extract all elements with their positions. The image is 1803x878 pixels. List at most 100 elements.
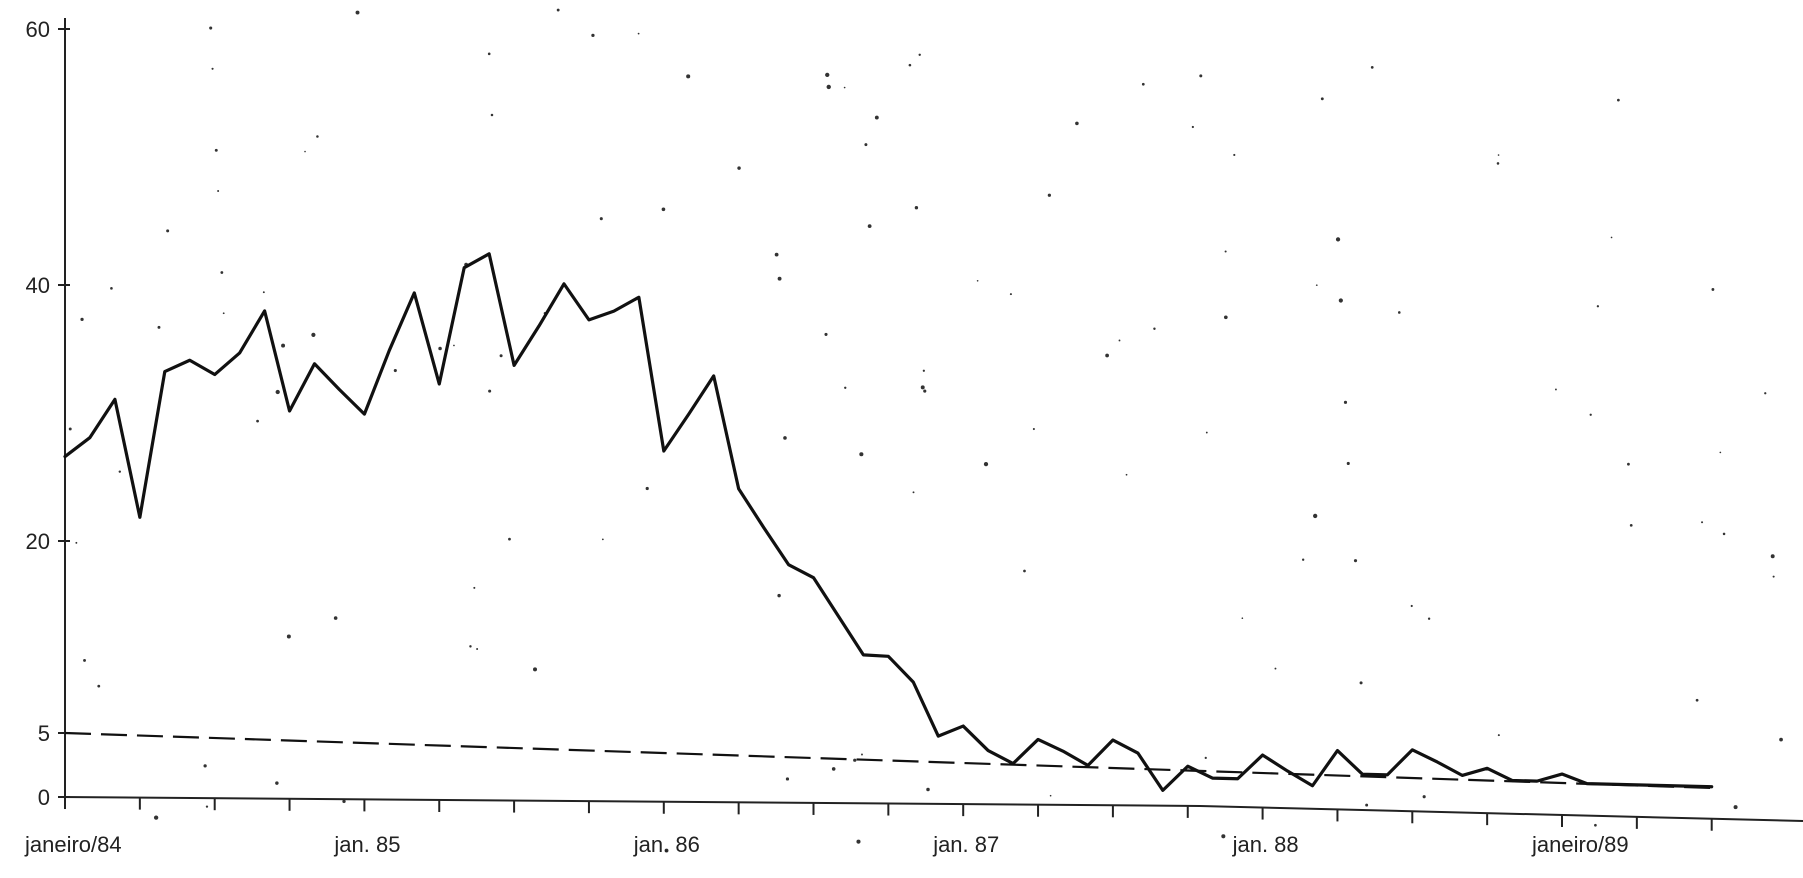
data-point bbox=[1160, 787, 1166, 793]
data-point bbox=[137, 514, 143, 520]
speck bbox=[333, 616, 338, 620]
data-point bbox=[1035, 736, 1041, 742]
speck bbox=[774, 252, 779, 257]
speck bbox=[1141, 82, 1145, 86]
data-point bbox=[1609, 781, 1615, 787]
speck bbox=[205, 805, 209, 808]
data-point bbox=[536, 323, 542, 329]
speck bbox=[1496, 162, 1500, 165]
speck bbox=[923, 389, 927, 393]
speck bbox=[166, 229, 170, 233]
speck bbox=[1719, 451, 1722, 454]
speck bbox=[1353, 559, 1358, 563]
speck bbox=[1617, 98, 1620, 102]
speck bbox=[1223, 315, 1228, 320]
speck bbox=[1629, 523, 1633, 527]
speck bbox=[1241, 617, 1244, 620]
data-point bbox=[62, 454, 68, 460]
data-point bbox=[1060, 748, 1066, 754]
speck bbox=[591, 33, 595, 38]
data-point bbox=[985, 748, 991, 754]
speck bbox=[926, 787, 930, 792]
speck bbox=[1427, 617, 1431, 620]
y-tick-label: 0 bbox=[38, 785, 50, 810]
speck bbox=[920, 385, 925, 390]
y-tick-label: 60 bbox=[26, 17, 50, 42]
data-point bbox=[960, 723, 966, 729]
speck bbox=[533, 667, 538, 672]
speck bbox=[1365, 803, 1369, 807]
speck bbox=[686, 74, 691, 79]
data-point bbox=[1409, 747, 1415, 753]
data-point bbox=[1684, 783, 1690, 789]
data-point bbox=[885, 653, 891, 659]
speck bbox=[1274, 667, 1277, 670]
speck bbox=[844, 386, 847, 389]
speck bbox=[393, 368, 397, 373]
data-point bbox=[1235, 776, 1241, 782]
data-point bbox=[1509, 777, 1515, 783]
speck bbox=[508, 537, 511, 541]
speck bbox=[469, 645, 472, 648]
speck bbox=[262, 291, 265, 294]
speck bbox=[853, 758, 857, 762]
data-point bbox=[237, 350, 243, 356]
x-axis-ticks: janeiro/84 jan. 85 jan. 86 jan. 87 jan. 88 ja… bbox=[24, 797, 1713, 857]
speck bbox=[304, 150, 306, 153]
speck bbox=[118, 470, 121, 473]
data-point bbox=[1584, 781, 1590, 787]
speck bbox=[499, 354, 503, 358]
speck bbox=[867, 224, 872, 229]
speck bbox=[1047, 193, 1051, 197]
data-point bbox=[1559, 771, 1565, 777]
speck bbox=[97, 684, 101, 688]
data-point bbox=[361, 411, 367, 417]
data-point bbox=[1484, 765, 1490, 771]
data-point bbox=[486, 251, 492, 257]
speck bbox=[473, 586, 476, 589]
speck bbox=[1075, 121, 1079, 126]
speck bbox=[1346, 461, 1350, 466]
speck bbox=[777, 276, 782, 281]
speck bbox=[1594, 823, 1597, 827]
speck bbox=[831, 767, 836, 771]
speck bbox=[1596, 305, 1600, 308]
data-point bbox=[1634, 782, 1640, 788]
data-point bbox=[1434, 759, 1440, 765]
speck bbox=[153, 815, 159, 820]
speck bbox=[1125, 473, 1128, 476]
speck bbox=[601, 538, 604, 541]
speck bbox=[1589, 413, 1592, 416]
speck bbox=[825, 72, 830, 78]
speck bbox=[908, 63, 912, 67]
speck bbox=[1497, 734, 1500, 737]
speck bbox=[1049, 794, 1052, 797]
data-point bbox=[835, 613, 841, 619]
data-points bbox=[62, 251, 1715, 794]
speck bbox=[342, 799, 346, 804]
x-tick-label: jan. 86 bbox=[633, 832, 700, 857]
data-point bbox=[287, 408, 293, 414]
y-tick-label: 40 bbox=[26, 273, 50, 298]
speck bbox=[211, 67, 214, 70]
data-point bbox=[436, 381, 442, 387]
speck bbox=[1722, 532, 1726, 536]
data-point bbox=[1709, 784, 1715, 790]
speck bbox=[281, 343, 286, 348]
data-point bbox=[860, 652, 866, 658]
speck bbox=[1315, 284, 1318, 286]
speck bbox=[1023, 569, 1026, 573]
data-point bbox=[1210, 775, 1216, 781]
speck bbox=[874, 115, 879, 120]
speck bbox=[922, 369, 925, 372]
speck bbox=[220, 271, 224, 274]
speck bbox=[826, 84, 831, 90]
data-point bbox=[811, 575, 817, 581]
speck bbox=[68, 427, 72, 431]
data-point bbox=[786, 562, 792, 568]
speck bbox=[918, 53, 921, 56]
data-point bbox=[1334, 748, 1340, 754]
y-tick-label: 20 bbox=[26, 529, 50, 554]
data-point bbox=[411, 290, 417, 296]
